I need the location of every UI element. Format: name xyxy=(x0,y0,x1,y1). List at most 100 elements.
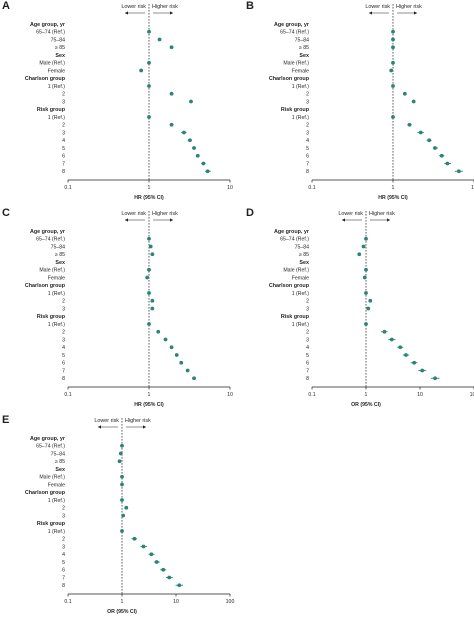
data-point xyxy=(192,146,196,150)
row-label: 4 xyxy=(306,345,309,351)
row-label: 1 (Ref.) xyxy=(292,115,310,121)
row-label: Age group, yr xyxy=(30,436,66,442)
data-point xyxy=(149,552,154,557)
data-point xyxy=(120,482,124,487)
row-label: 5 xyxy=(306,146,309,152)
row-label: 3 xyxy=(62,306,65,312)
row-label: 7 xyxy=(306,368,309,374)
data-point xyxy=(120,498,124,502)
data-point xyxy=(147,291,151,295)
data-point xyxy=(141,544,146,549)
row-label: 7 xyxy=(62,368,65,374)
row-label: 2 xyxy=(306,299,309,305)
data-point xyxy=(382,329,387,334)
row-label: Sex xyxy=(55,260,65,266)
row-label: 1 (Ref.) xyxy=(48,84,66,90)
data-point xyxy=(148,244,153,249)
row-label: Male (Ref.) xyxy=(283,61,309,67)
lower-risk-arrowhead xyxy=(369,11,372,15)
data-point xyxy=(147,29,151,34)
data-point xyxy=(192,376,196,381)
data-point xyxy=(366,306,371,311)
data-point xyxy=(147,60,151,65)
data-point xyxy=(120,443,124,448)
row-label: 3 xyxy=(62,513,65,519)
data-point xyxy=(167,575,172,580)
data-point xyxy=(161,567,166,572)
data-point xyxy=(391,84,395,88)
row-label: 8 xyxy=(62,376,65,382)
higher-risk-arrowhead xyxy=(143,425,146,429)
row-label: 1 (Ref.) xyxy=(48,498,66,504)
row-label: 3 xyxy=(306,130,309,136)
data-point xyxy=(364,236,368,241)
row-label: 8 xyxy=(62,169,65,175)
row-label: Female xyxy=(48,482,65,488)
data-point xyxy=(154,560,159,564)
data-point xyxy=(362,275,367,280)
row-label: 2 xyxy=(62,537,65,543)
lower-risk-arrowhead xyxy=(125,11,128,15)
row-label: 75–84 xyxy=(51,244,66,250)
row-label: 1 (Ref.) xyxy=(292,322,310,328)
data-point xyxy=(195,153,200,158)
row-label: 3 xyxy=(62,337,65,343)
data-point xyxy=(456,169,461,174)
panel-e: E Age group, yr 65–74 (Ref.) 75–84 ≥ 85 Sex M… xyxy=(0,414,234,619)
x-tick-label: 0.1 xyxy=(64,599,71,605)
x-tick-label: 100 xyxy=(226,599,235,605)
data-point xyxy=(389,337,394,342)
higher-risk-arrowhead xyxy=(170,11,173,15)
row-label: Female xyxy=(292,275,309,281)
row-label: Female xyxy=(48,68,65,74)
row-label: Risk group xyxy=(37,314,66,320)
lower-risk-label: Lower risk xyxy=(121,4,146,10)
row-label: 7 xyxy=(62,161,65,167)
row-label: Charlson group xyxy=(269,283,310,289)
lower-risk-arrowhead xyxy=(125,218,128,222)
data-point xyxy=(364,291,368,295)
row-label: 2 xyxy=(62,299,65,305)
data-point xyxy=(150,306,155,311)
x-tick-label: 1 xyxy=(148,392,151,398)
row-label: 1 (Ref.) xyxy=(292,291,310,297)
row-label: 5 xyxy=(62,146,65,152)
higher-risk-label: Higher risk xyxy=(369,211,395,217)
forest-plot: Age group, yr 65–74 (Ref.)75–84 ≥ 85 Sex Mal… xyxy=(269,4,474,201)
higher-risk-label: Higher risk xyxy=(396,4,422,10)
row-label: ≥ 85 xyxy=(299,45,309,51)
data-point xyxy=(402,91,407,96)
x-tick-label: 0.1 xyxy=(64,185,71,191)
data-point xyxy=(169,122,174,127)
row-label: Charlson group xyxy=(25,76,66,82)
higher-risk-label: Higher risk xyxy=(152,4,178,10)
data-point xyxy=(147,322,151,326)
row-label: 4 xyxy=(62,138,65,144)
data-point xyxy=(407,122,412,127)
row-label: Charlson group xyxy=(25,490,66,496)
row-label: 65–74 (Ref.) xyxy=(280,237,309,243)
data-point xyxy=(391,60,395,65)
data-point xyxy=(147,115,151,119)
row-label: 1 (Ref.) xyxy=(48,529,66,535)
row-label: Charlson group xyxy=(25,283,66,289)
higher-risk-label: Higher risk xyxy=(152,211,178,217)
data-point xyxy=(361,244,366,249)
panel-b: B Age group, yr 65–74 (Ref.) 75–84 ≥ 85 Sex M… xyxy=(244,0,474,205)
data-point xyxy=(205,169,210,174)
row-label: 2 xyxy=(306,330,309,336)
row-label: ≥ 85 xyxy=(55,459,65,465)
data-point xyxy=(139,68,144,73)
row-label: Age group, yr xyxy=(274,22,310,28)
data-point xyxy=(124,505,129,510)
row-label: 8 xyxy=(306,169,309,175)
row-label: Sex xyxy=(55,53,65,59)
x-tick-label: 1 xyxy=(148,185,151,191)
panel-a: A Age group, yr 65–74 (Ref.) 75–84 ≥ 85 Sex M… xyxy=(0,0,233,205)
x-tick-label: 1 xyxy=(121,599,124,605)
data-point xyxy=(150,252,155,257)
row-label: Sex xyxy=(299,53,309,59)
data-point xyxy=(433,146,437,150)
row-label: 3 xyxy=(306,99,309,105)
row-label: 2 xyxy=(62,123,65,129)
